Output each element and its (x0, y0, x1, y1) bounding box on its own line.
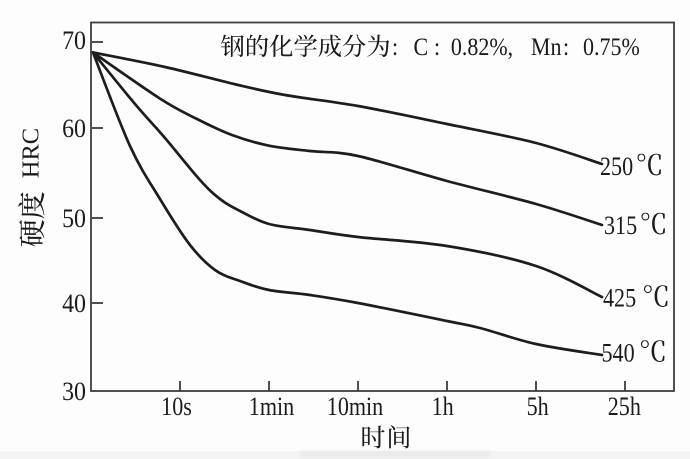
svg-text:C: C (414, 34, 429, 62)
svg-text:50: 50 (62, 205, 86, 233)
svg-text:10s: 10s (161, 393, 192, 421)
svg-text:1h: 1h (432, 393, 454, 421)
svg-text:HRC: HRC (18, 128, 45, 178)
svg-text:540: 540 (602, 340, 635, 368)
svg-text:315: 315 (604, 212, 637, 240)
svg-text:Mn: Mn (531, 34, 562, 62)
svg-text::: : (434, 34, 440, 62)
svg-text:40: 40 (62, 290, 86, 318)
svg-text:5h: 5h (527, 393, 549, 421)
svg-text:25h: 25h (608, 393, 641, 421)
svg-text:70: 70 (62, 27, 86, 55)
svg-text:0.75%: 0.75% (583, 34, 640, 62)
svg-text:0.82%,: 0.82%, (451, 34, 513, 62)
svg-text::: : (392, 34, 398, 62)
svg-text:250: 250 (600, 153, 633, 181)
svg-text:30: 30 (62, 378, 86, 406)
svg-text:425: 425 (603, 285, 636, 313)
svg-text:1min: 1min (249, 393, 294, 421)
svg-text:10min: 10min (327, 393, 383, 421)
svg-text:60: 60 (62, 115, 86, 143)
svg-text::: : (563, 34, 569, 62)
